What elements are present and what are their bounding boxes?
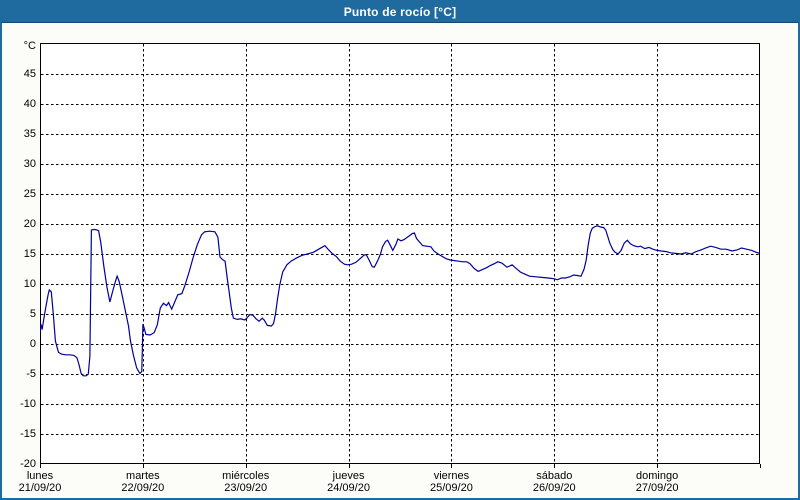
- x-axis-date-label: 25/09/20: [430, 482, 473, 494]
- y-axis-tick-label: 5: [29, 308, 36, 320]
- x-axis-day-label: lunes: [26, 470, 54, 482]
- y-axis-tick-label: -10: [20, 398, 36, 410]
- x-axis-day-label: sábado: [536, 470, 573, 482]
- chart-title-bar: Punto de rocío [°C]: [2, 2, 798, 23]
- x-axis-tick: [451, 464, 452, 468]
- x-axis-day-label: jueves: [332, 470, 365, 482]
- y-axis-tick-label: 30: [23, 158, 36, 170]
- x-axis-day-label: miércoles: [222, 470, 270, 482]
- plot-area: [40, 43, 760, 464]
- y-axis-tick-label: -15: [20, 428, 36, 440]
- y-axis-tick-label: -5: [26, 368, 36, 380]
- x-axis-tick: [760, 464, 761, 468]
- x-axis-tick: [657, 464, 658, 468]
- x-axis-tick: [246, 464, 247, 468]
- x-axis-tick: [40, 464, 41, 468]
- y-axis-tick-label: 0: [29, 338, 36, 350]
- chart-title: Punto de rocío [°C]: [343, 5, 457, 19]
- x-axis-day-label: viernes: [433, 470, 470, 482]
- x-axis-day-label: martes: [126, 470, 160, 482]
- x-axis-tick: [143, 464, 144, 468]
- y-axis-tick-label: 20: [23, 218, 36, 230]
- y-axis-tick-label: 15: [23, 248, 36, 260]
- x-axis-date-label: 22/09/20: [121, 482, 165, 494]
- dewpoint-line: [40, 225, 760, 377]
- chart-panel: 45 40 35 30 25 20 15 10 5 0 -5 -10 -15 -20 °C lunes 21/0…: [2, 23, 798, 498]
- y-axis-tick-label: -20: [20, 458, 36, 470]
- x-axis-date-label: 23/09/20: [224, 482, 268, 494]
- y-axis-tick-label: 10: [23, 278, 36, 290]
- x-axis-tick: [554, 464, 555, 468]
- x-axis-date-label: 21/09/20: [18, 482, 62, 494]
- y-axis-tick-label: 35: [23, 128, 36, 140]
- y-axis-tick-label: 45: [23, 68, 36, 80]
- x-axis-day-label: domingo: [636, 470, 679, 482]
- x-axis-date-label: 24/09/20: [327, 482, 370, 494]
- y-axis-unit-label: °C: [23, 40, 36, 52]
- y-axis-tick-label: 40: [23, 98, 36, 110]
- x-axis-date-label: 27/09/20: [635, 482, 679, 494]
- x-axis-tick: [349, 464, 350, 468]
- y-axis-tick-label: 25: [23, 188, 36, 200]
- plot-border: [40, 43, 760, 464]
- x-axis-date-label: 26/09/20: [532, 482, 576, 494]
